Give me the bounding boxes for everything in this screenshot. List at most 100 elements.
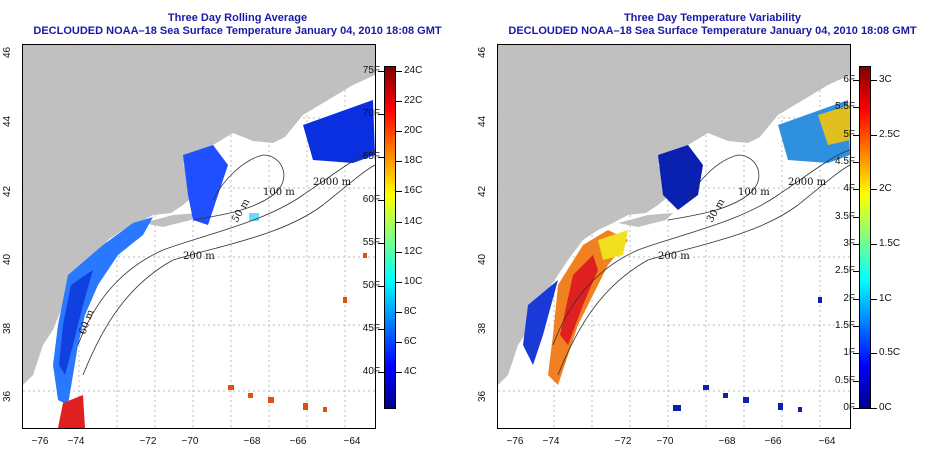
colorbar-label-f: 4F [843,183,855,195]
y-tick-label: 42 [477,185,488,197]
x-tick-label: −74 [542,436,560,447]
x-tick-label: −66 [764,436,782,447]
x-tick-label: −76 [506,436,524,447]
x-tick-label: −68 [243,436,261,447]
y-tick-label: 40 [477,253,488,265]
colorbar-label-f: 55F [362,237,380,248]
colorbar-label-f: 2F [843,292,855,304]
colorbar-tick [871,244,877,245]
sst-scatter [228,253,367,412]
colorbar-label-f: 2.5F [834,265,855,277]
contour-label: 200 m [658,251,690,262]
var-shelf-peak [560,255,598,345]
x-tick-label: −66 [289,436,307,447]
sst-warm-south [58,395,85,428]
panel-temperature-variability: Three Day Temperature Variability DECLOU… [475,0,950,475]
colorbar-tick [396,191,402,193]
contour-label: 100 m [263,187,295,198]
colorbar-tick [871,408,877,409]
y-tick-label: 44 [477,115,488,127]
colorbar-tick [396,281,402,283]
long-island [618,213,673,227]
contour-label: 2000 m [788,177,827,188]
panel-subtitle: DECLOUDED NOAA–18 Sea Surface Temperatur… [33,25,442,37]
colorbar-label-f: 40F [362,366,380,377]
y-tick-label: 40 [2,253,13,265]
contour-label: 100 m [738,187,770,198]
y-tick-label: 38 [477,322,488,334]
x-tick-label: −74 [67,436,85,447]
colorbar-label-c: 18C [404,155,423,167]
colorbar-label-f: 3F [843,238,855,249]
contour-label: 2000 m [313,177,352,188]
colorbar-label-f: 65F [362,151,380,162]
colorbar-label-c: 2.5C [879,128,901,140]
colorbar-label-f: 1.5F [834,320,855,331]
colorbar-label-f: 45F [362,323,380,334]
colorbar-label-f: 60F [362,194,380,205]
colorbar-tick [396,311,402,313]
colorbar-tick [378,372,384,373]
colorbar-label-f: 70F [362,108,380,119]
colorbar-label-f: 0.5F [834,374,855,386]
colorbar-label-c: 20C [404,125,423,137]
colorbar-label-c: 10C [404,275,423,287]
colorbar-tick [871,189,877,191]
colorbar-label-f: 1F [843,347,855,359]
colorbar-tick [853,134,859,136]
var-coastal-low [523,280,558,365]
y-tick-label: 36 [477,390,488,402]
colorbar-tick [853,380,859,382]
var-scatter [673,297,822,412]
colorbar-tick [378,114,384,115]
sst-scotian [303,100,375,163]
colorbar-tick [378,286,384,287]
var-shelf-high [548,230,628,385]
colorbar-label-f: 50F [362,280,380,291]
colorbar-tick [853,326,859,327]
colorbar-tick [853,353,859,355]
panel-subtitle: DECLOUDED NOAA–18 Sea Surface Temperatur… [508,25,917,37]
map-canvas: 200 m 100 m 2000 m 50 m 60 m [23,45,375,428]
colorbar-label-f: 75F [362,65,380,76]
colorbar-tick [853,244,859,245]
colorbar-label-c: 1.5C [879,238,901,249]
x-tick-label: −70 [181,436,199,447]
colorbar-tick [396,221,402,223]
colorbar-tick [871,298,877,300]
colorbar-tick [871,134,877,136]
map-canvas: 200 m 100 m 2000 m 30 m [498,45,850,428]
y-tick-label: 42 [2,185,13,197]
x-tick-label: −68 [718,436,736,447]
x-tick-label: −72 [139,436,157,447]
colorbar-tick [853,189,859,191]
panel-title: Three Day Rolling Average [167,12,308,24]
colorbar-label-c: 0.5C [879,347,901,359]
x-tick-label: −64 [818,436,836,447]
colorbar-tick [853,107,859,109]
colorbar-label-c: 24C [404,65,423,76]
x-tick-label: −72 [614,436,632,447]
colorbar-tick [396,71,402,72]
colorbar-tick [853,408,859,409]
colorbar-tick [853,271,859,273]
var-gulf-maine [658,145,703,210]
variability-map: 200 m 100 m 2000 m 30 m [497,44,851,429]
colorbar-label-c: 4C [404,366,417,377]
land-mass [498,45,850,385]
contour-label: 200 m [183,251,215,262]
colorbar-label-c: 14C [404,215,423,227]
panel-title: Three Day Temperature Variability [623,12,802,24]
y-tick-label: 46 [2,46,13,58]
colorbar [384,66,396,409]
colorbar-label-c: 0C [879,402,892,413]
colorbar-label-c: 1C [879,292,892,304]
sst-map: 200 m 100 m 2000 m 50 m 60 m [22,44,376,429]
panel-rolling-average: Three Day Rolling Average DECLOUDED NOAA… [2,12,442,447]
colorbar-tick [396,131,402,133]
colorbar-label-f: 0F [843,402,855,413]
colorbar-label-c: 8C [404,305,417,317]
colorbar-tick [396,161,402,163]
y-tick-label: 46 [477,46,488,58]
colorbar-label-c: 3C [879,74,892,85]
